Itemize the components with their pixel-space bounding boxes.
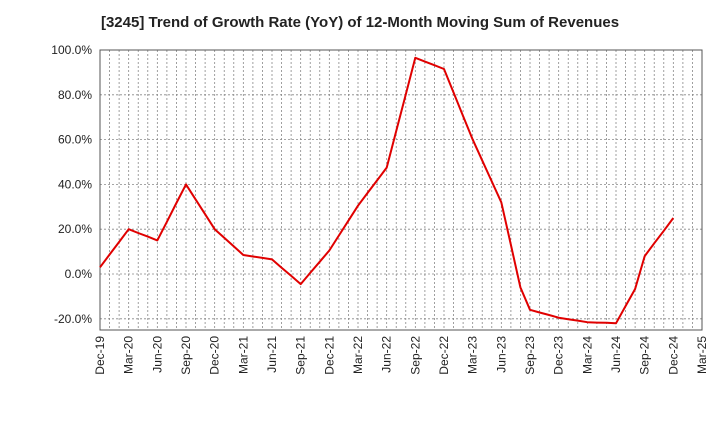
x-tick-label: Dec-22: [437, 336, 451, 375]
y-tick-label: -20.0%: [54, 312, 92, 326]
x-tick-label: Sep-24: [638, 336, 652, 375]
x-tick-label: Sep-20: [179, 336, 193, 375]
series-layer: [99, 56, 675, 325]
x-tick-label: Dec-23: [552, 336, 566, 375]
x-tick-label: Jun-24: [609, 336, 623, 373]
x-tick-label: Dec-19: [93, 336, 107, 375]
x-tick-label: Jun-20: [150, 336, 164, 373]
y-axis-tick-labels: 100.0% 80.0% 60.0% 40.0% 20.0% 0.0% -20.0%: [51, 43, 92, 326]
chart-title: [3245] Trend of Growth Rate (YoY) of 12-…: [100, 14, 620, 31]
y-tick-label: 100.0%: [51, 43, 92, 57]
y-tick-label: 0.0%: [65, 267, 93, 281]
x-tick-label: Jun-21: [265, 336, 279, 373]
x-tick-label: Dec-20: [208, 336, 222, 375]
y-tick-label: 20.0%: [58, 222, 92, 236]
x-tick-label: Sep-23: [523, 336, 537, 375]
x-tick-label: Dec-24: [666, 336, 680, 375]
grid: [100, 49, 702, 330]
x-axis-tick-labels: Dec-19 Mar-20 Jun-20 Sep-20 Dec-20 Mar-21 Jun-…: [93, 336, 709, 375]
series-line: [99, 56, 675, 325]
x-tick-label: Sep-22: [408, 336, 422, 375]
x-tick-label: Jun-22: [380, 336, 394, 373]
x-tick-label: Mar-22: [351, 336, 365, 374]
x-tick-label: Mar-23: [466, 336, 480, 374]
plot-area-frame: [99, 49, 703, 331]
y-tick-label: 60.0%: [58, 133, 92, 147]
x-tick-label: Dec-21: [322, 336, 336, 375]
x-tick-label: Jun-23: [494, 336, 508, 373]
x-tick-label: Sep-21: [294, 336, 308, 375]
x-tick-label: Mar-21: [236, 336, 250, 374]
y-tick-label: 40.0%: [58, 177, 92, 191]
x-tick-label: Mar-20: [122, 336, 136, 374]
x-tick-label: Mar-25: [695, 336, 709, 374]
y-tick-label: 80.0%: [58, 88, 92, 102]
x-tick-label: Mar-24: [580, 336, 594, 374]
